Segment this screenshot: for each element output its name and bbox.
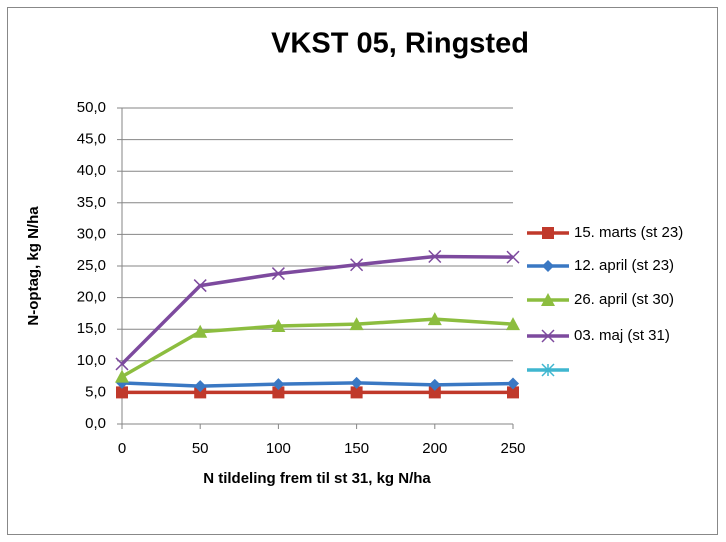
marker-shape (428, 249, 442, 264)
chart-title: VKST 05, Ringsted (271, 28, 529, 60)
y-tick-label: 5,0 (85, 383, 106, 400)
y-axis-title: N-optag, kg N/ha (25, 206, 42, 326)
marker (427, 312, 442, 326)
marker-shape (350, 386, 363, 399)
marker (506, 250, 520, 264)
y-tick-label: 40,0 (77, 162, 106, 179)
legend-label: 26. april (st 30) (574, 291, 674, 308)
marker (116, 386, 128, 399)
marker (350, 376, 363, 389)
marker-shape (194, 386, 207, 399)
marker-shape (506, 250, 520, 264)
marker (428, 249, 442, 264)
y-tick-label: 0,0 (85, 415, 106, 432)
marker-shape (350, 258, 364, 272)
marker (194, 386, 207, 399)
marker (506, 317, 520, 331)
marker (193, 279, 207, 293)
marker-shape (272, 386, 285, 399)
marker-shape (507, 386, 519, 399)
marker-shape (542, 227, 554, 239)
marker-shape (541, 329, 555, 343)
legend-label: 15. marts (st 23) (574, 224, 683, 241)
marker (542, 260, 554, 272)
x-tick-label: 250 (500, 440, 525, 457)
marker-shape (428, 378, 441, 391)
series-line (120, 254, 514, 366)
marker-shape (271, 319, 286, 333)
x-tick-label: 200 (422, 440, 447, 457)
marker (272, 386, 285, 399)
marker (193, 324, 208, 338)
marker (542, 227, 554, 239)
marker-shape (193, 324, 208, 338)
y-tick-label: 25,0 (77, 257, 106, 274)
y-tick-label: 10,0 (77, 352, 106, 369)
y-tick-label: 45,0 (77, 131, 106, 148)
marker (115, 369, 129, 383)
legend-label: 03. maj (st 31) (574, 327, 670, 344)
marker-shape (507, 377, 519, 390)
marker-shape (115, 357, 129, 371)
marker-shape (506, 317, 520, 331)
marker-shape (350, 376, 363, 389)
marker (541, 293, 555, 306)
marker (271, 319, 286, 333)
marker (428, 378, 441, 391)
y-tick-label: 50,0 (77, 99, 106, 116)
marker-shape (541, 293, 555, 306)
x-tick-label: 100 (266, 440, 291, 457)
marker (349, 317, 364, 331)
marker (350, 386, 363, 399)
marker-shape (542, 260, 554, 272)
marker (350, 258, 364, 272)
marker-shape (193, 279, 207, 293)
marker (428, 386, 441, 399)
x-tick-label: 50 (192, 440, 209, 457)
series-line (121, 317, 514, 379)
marker-shape (428, 386, 441, 399)
y-tick-label: 15,0 (77, 320, 106, 337)
marker (541, 363, 555, 377)
marker (507, 377, 519, 390)
marker (272, 378, 285, 391)
marker-shape (271, 267, 285, 281)
y-tick-label: 20,0 (77, 289, 106, 306)
x-axis-title: N tildeling frem til st 31, kg N/ha (203, 470, 431, 487)
marker-shape (541, 363, 555, 377)
x-tick-label: 0 (118, 440, 126, 457)
marker-shape (194, 380, 207, 393)
y-tick-label: 30,0 (77, 225, 106, 242)
marker-shape (349, 317, 364, 331)
marker (271, 267, 285, 281)
marker (194, 380, 207, 393)
chart-border (7, 7, 718, 535)
y-tick-label: 35,0 (77, 194, 106, 211)
series-line (121, 381, 514, 388)
marker-shape (427, 312, 442, 326)
marker (115, 357, 129, 371)
marker (541, 329, 555, 343)
legend-label: 12. april (st 23) (574, 257, 674, 274)
marker (507, 386, 519, 399)
marker-shape (272, 378, 285, 391)
x-tick-label: 150 (344, 440, 369, 457)
marker-shape (116, 386, 128, 399)
marker-shape (115, 369, 129, 383)
